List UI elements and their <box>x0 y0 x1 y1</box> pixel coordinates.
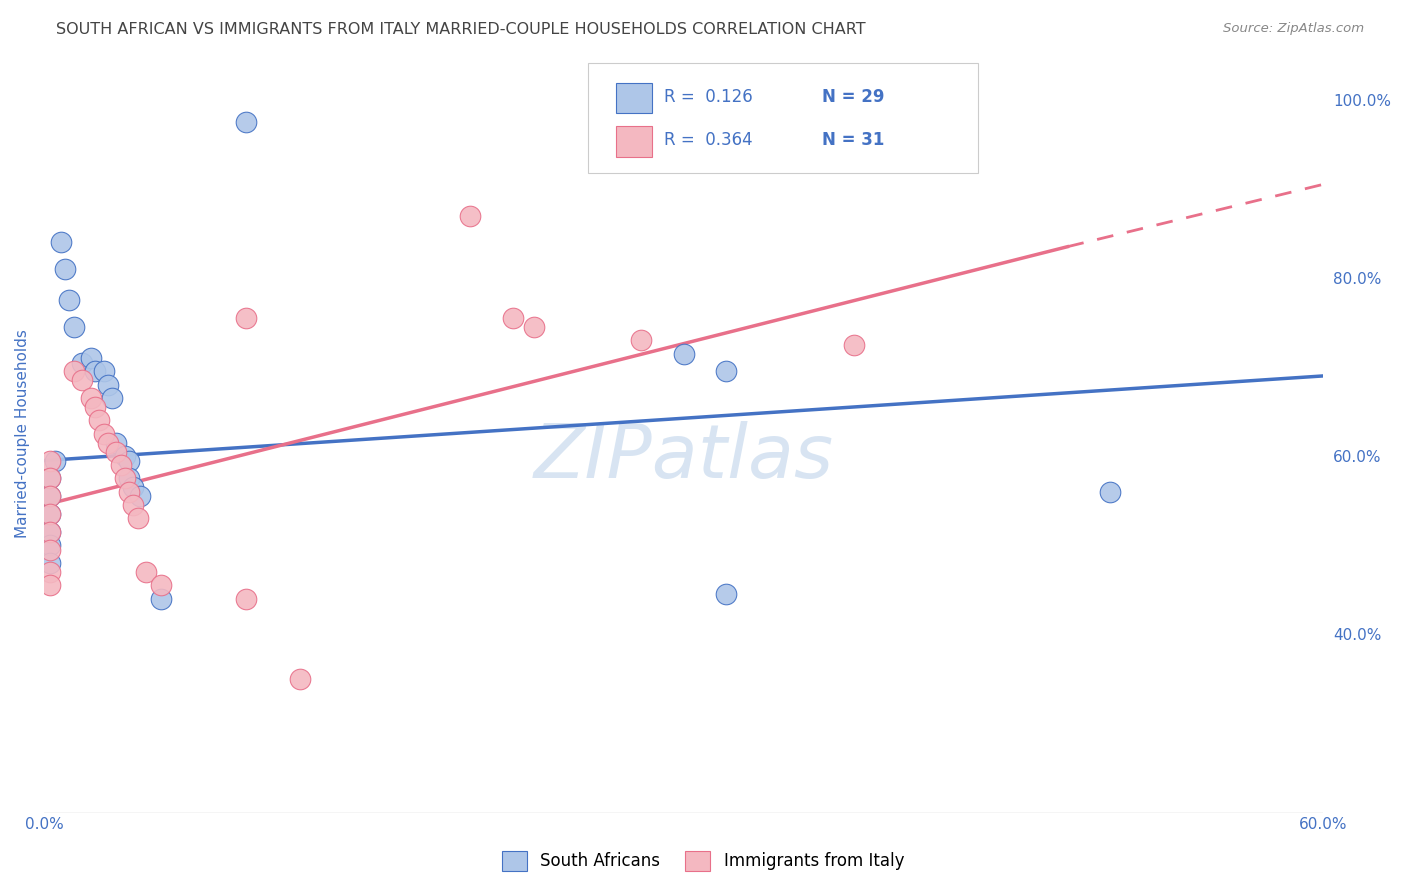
Point <box>72 355 94 369</box>
Point <box>39 578 62 592</box>
Point <box>118 471 141 485</box>
Point <box>53 262 76 277</box>
Point <box>1099 484 1122 499</box>
Point <box>39 524 62 539</box>
Point <box>235 591 257 606</box>
Point <box>58 293 80 308</box>
Point <box>39 489 62 503</box>
Text: Source: ZipAtlas.com: Source: ZipAtlas.com <box>1223 22 1364 36</box>
Text: ZIP​atlas: ZIP​atlas <box>533 420 834 492</box>
Legend: South Africans, Immigrants from Italy: South Africans, Immigrants from Italy <box>494 842 912 880</box>
Point <box>97 377 120 392</box>
Point <box>39 471 62 485</box>
FancyBboxPatch shape <box>616 83 651 113</box>
Point <box>72 373 94 387</box>
Point <box>97 435 120 450</box>
Point <box>84 364 107 378</box>
Point <box>150 591 173 606</box>
Point <box>114 471 136 485</box>
Point <box>672 346 695 360</box>
Point <box>118 484 141 499</box>
Point <box>716 364 738 378</box>
Point <box>93 364 115 378</box>
Point <box>93 426 115 441</box>
Point <box>135 565 157 579</box>
Point <box>523 319 546 334</box>
Point <box>80 351 103 365</box>
Point <box>118 453 141 467</box>
Point <box>39 489 62 503</box>
Text: R =  0.126: R = 0.126 <box>665 87 754 106</box>
FancyBboxPatch shape <box>616 127 651 157</box>
Point <box>39 556 62 570</box>
Point <box>127 511 149 525</box>
Y-axis label: Married-couple Households: Married-couple Households <box>15 329 30 538</box>
Point <box>105 435 128 450</box>
Point <box>110 458 132 472</box>
Point <box>460 209 482 223</box>
Point <box>235 311 257 326</box>
Point <box>80 391 103 405</box>
Point <box>122 498 145 512</box>
Point <box>39 453 62 467</box>
Text: N = 29: N = 29 <box>821 87 884 106</box>
Point <box>39 542 62 557</box>
Text: N = 31: N = 31 <box>821 131 884 149</box>
Point <box>502 311 524 326</box>
Point <box>39 471 62 485</box>
Point <box>49 235 72 250</box>
Point <box>39 507 62 521</box>
Point <box>235 115 257 129</box>
Point <box>630 333 652 347</box>
Point <box>39 565 62 579</box>
Point <box>44 453 66 467</box>
Text: R =  0.364: R = 0.364 <box>665 131 754 149</box>
Point <box>84 400 107 414</box>
Point <box>128 489 150 503</box>
Point <box>288 672 311 686</box>
Point <box>150 578 173 592</box>
Point <box>101 391 124 405</box>
Point <box>39 538 62 552</box>
Point <box>844 337 866 351</box>
Point <box>114 449 136 463</box>
Point <box>62 364 84 378</box>
FancyBboxPatch shape <box>588 62 977 172</box>
Point <box>716 587 738 601</box>
Point <box>39 507 62 521</box>
Point <box>62 319 84 334</box>
Text: SOUTH AFRICAN VS IMMIGRANTS FROM ITALY MARRIED-COUPLE HOUSEHOLDS CORRELATION CHA: SOUTH AFRICAN VS IMMIGRANTS FROM ITALY M… <box>56 22 866 37</box>
Point <box>105 444 128 458</box>
Point <box>39 524 62 539</box>
Point <box>122 480 145 494</box>
Point <box>89 413 111 427</box>
